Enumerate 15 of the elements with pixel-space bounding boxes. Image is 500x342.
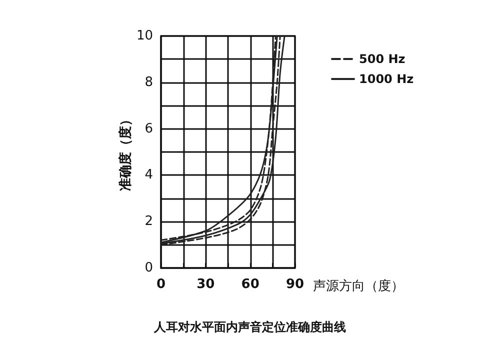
legend-label: 500 Hz — [359, 52, 406, 66]
y-tick-label: 4 — [144, 168, 153, 183]
legend-label: 1000 Hz — [359, 72, 414, 86]
x-tick-label: 90 — [286, 277, 304, 292]
y-tick-label: 6 — [144, 121, 153, 136]
y-tick-label: 2 — [144, 214, 153, 230]
y-tick-label: 8 — [144, 74, 153, 90]
x-axis-title: 声源方向（度） — [313, 278, 404, 294]
y-tick-label: 10 — [136, 28, 153, 44]
x-tick-label: 0 — [156, 277, 166, 292]
x-tick-label: 60 — [241, 277, 260, 292]
y-axis-title: 准确度（度） — [118, 113, 134, 191]
x-tick-label: 30 — [196, 277, 215, 292]
text: 人耳对水平面内声音定位准确度曲线 — [153, 320, 346, 334]
y-tick-label: 0 — [144, 260, 153, 276]
